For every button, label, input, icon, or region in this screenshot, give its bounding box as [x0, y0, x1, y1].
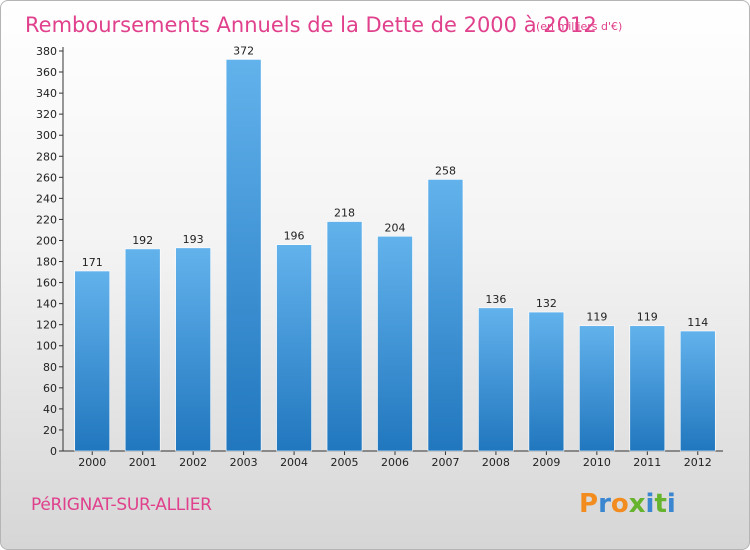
chart-subtitle: (en milliers d'€)	[536, 20, 622, 33]
bar-value-label: 196	[284, 230, 305, 243]
y-tick-label: 380	[36, 45, 57, 58]
bar-2001	[124, 248, 161, 452]
logo-letter: t	[654, 489, 667, 519]
y-tick-label: 300	[36, 129, 57, 142]
bar-2005	[326, 221, 363, 452]
bar-2012	[679, 330, 716, 452]
commune-name: PéRIGNAT-SUR-ALLIER	[31, 495, 212, 515]
x-tick-label: 2005	[331, 456, 359, 469]
x-tick-label: 2004	[280, 456, 308, 469]
x-tick-label: 2009	[532, 456, 560, 469]
y-tick-label: 120	[36, 319, 57, 332]
bar-value-label: 171	[82, 256, 103, 269]
bar-value-label: 204	[385, 221, 406, 234]
bar-2011	[629, 325, 666, 452]
logo-letter: r	[598, 489, 611, 519]
bar-2008	[478, 307, 514, 452]
bar-2002	[175, 247, 211, 452]
x-tick-label: 2001	[129, 456, 157, 469]
x-tick-label: 2010	[583, 456, 611, 469]
x-tick-label: 2008	[482, 456, 510, 469]
bar-value-label: 218	[334, 207, 355, 220]
logo-letter: x	[628, 489, 646, 519]
y-tick-label: 40	[43, 403, 57, 416]
bar-value-label: 119	[586, 311, 607, 324]
bar-2009	[528, 311, 565, 452]
x-tick-label: 2000	[78, 456, 106, 469]
x-tick-label: 2002	[179, 456, 207, 469]
bar-value-label: 136	[485, 293, 506, 306]
bar-2006	[377, 235, 413, 452]
y-tick-label: 80	[43, 361, 57, 374]
y-tick-label: 60	[43, 382, 57, 395]
x-tick-label: 2003	[230, 456, 258, 469]
bar-2003	[225, 59, 262, 452]
bar-value-label: 132	[536, 297, 557, 310]
y-tick-label: 280	[36, 150, 57, 163]
chart-axes: 0 20 40 60 80 100 120 140 160 180 200 220 240 260 280 3…	[36, 45, 723, 469]
y-tick-label: 20	[43, 424, 57, 437]
x-tick-label: 2007	[431, 456, 459, 469]
x-tick-label: 2011	[633, 456, 661, 469]
y-tick-label: 360	[36, 66, 57, 79]
x-tick-label: 2012	[684, 456, 712, 469]
y-tick-label: 340	[36, 87, 57, 100]
y-tick-label: 200	[36, 234, 57, 247]
y-tick-label: 180	[36, 256, 57, 269]
chart-title: Remboursements Annuels de la Dette de 20…	[25, 13, 597, 37]
y-tick-label: 240	[36, 192, 57, 205]
bar-2010	[579, 325, 615, 452]
logo-letter: o	[610, 489, 629, 519]
logo-letter: P	[579, 489, 599, 519]
bar-value-label: 372	[233, 44, 254, 57]
y-tick-label: 320	[36, 108, 57, 121]
bar-value-label: 193	[183, 233, 204, 246]
y-tick-label: 220	[36, 213, 57, 226]
logo-letter: i	[666, 489, 676, 519]
bar-value-label: 119	[637, 311, 658, 324]
bar-2007	[427, 179, 464, 452]
y-tick-label: 0	[50, 445, 57, 458]
y-tick-label: 100	[36, 340, 57, 353]
bar-2004	[276, 244, 312, 452]
bar-2000	[74, 270, 111, 452]
y-tick-label: 260	[36, 171, 57, 184]
x-tick-label: 2006	[381, 456, 409, 469]
y-tick-label: 160	[36, 277, 57, 290]
y-tick-label: 140	[36, 298, 57, 311]
bar-value-label: 114	[687, 316, 708, 329]
logo-letter: i	[645, 489, 655, 519]
proxiti-logo[interactable]: Proxiti	[579, 489, 676, 519]
chart-bars: 171 192 193 372 196 218 204 258 136 132 119 119 114	[74, 44, 716, 452]
bar-value-label: 258	[435, 164, 456, 177]
bar-value-label: 192	[132, 234, 153, 247]
